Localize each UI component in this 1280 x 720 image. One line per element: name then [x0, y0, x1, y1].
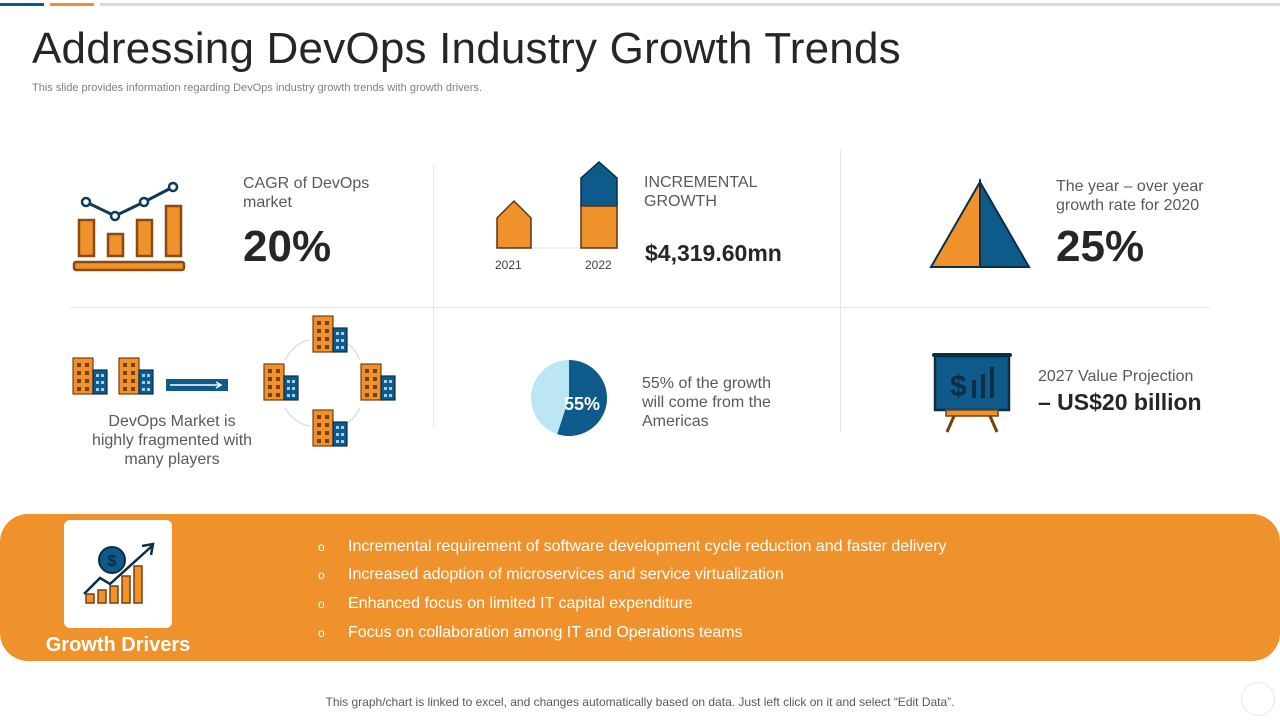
americas-pie-chart: 55%: [531, 360, 608, 436]
yoy-label: The year – over year growth rate for 202…: [1056, 178, 1204, 214]
arrow-bars-icon: [496, 160, 620, 249]
cagr-label: CAGR of DevOps market: [243, 175, 370, 211]
divider: [70, 307, 1210, 308]
corner-circle: [1241, 682, 1275, 716]
driver-text: Focus on collaboration among IT and Oper…: [348, 624, 743, 641]
growth-drivers-icon-card: $: [64, 520, 172, 628]
bullet-marker: o: [318, 626, 325, 640]
projection-value: – US$20 billion: [1038, 389, 1202, 415]
accent-bar-blue: [0, 3, 44, 6]
svg-text:$: $: [108, 553, 117, 570]
growth-drivers-title: Growth Drivers: [45, 634, 191, 656]
dollar-growth-chart-icon: $: [83, 542, 155, 604]
footer-note: This graph/chart is linked to excel, and…: [325, 695, 955, 709]
americas-label: 55% of the growth will come from the Ame…: [642, 375, 771, 430]
driver-item: o Focus on collaboration among IT and Ope…: [318, 624, 743, 642]
projection-label: 2027 Value Projection: [1038, 368, 1194, 385]
page-title: Addressing DevOps Industry Growth Trends: [32, 24, 901, 73]
divider: [433, 165, 434, 427]
driver-text: Increased adoption of microservices and …: [348, 566, 784, 583]
bullet-marker: o: [318, 568, 325, 582]
growth-drivers-panel: [0, 514, 1280, 661]
driver-item: o Enhanced focus on limited IT capital ex…: [318, 595, 693, 613]
pyramid-icon: [929, 178, 1031, 268]
year-label: 2022: [585, 258, 612, 272]
presentation-board-icon: $: [932, 353, 1012, 433]
page-subtitle: This slide provides information regardin…: [32, 82, 482, 94]
driver-item: o Incremental requirement of software dev…: [318, 538, 947, 556]
bar-line-chart-icon: [72, 181, 186, 272]
bullet-marker: o: [318, 597, 325, 611]
year-label: 2021: [495, 258, 522, 272]
incremental-label: INCREMENTAL GROWTH: [644, 174, 757, 210]
divider: [840, 150, 841, 432]
accent-bar-orange: [50, 3, 94, 6]
driver-text: Enhanced focus on limited IT capital exp…: [348, 595, 693, 612]
pie-percent-label: 55%: [564, 394, 600, 414]
incremental-value: $4,319.60mn: [645, 240, 782, 266]
cagr-value: 20%: [243, 222, 332, 271]
pie-slice-americas: [557, 360, 608, 436]
bullet-marker: o: [318, 540, 325, 554]
svg-text:$: $: [950, 370, 967, 403]
yoy-value: 25%: [1056, 222, 1145, 271]
driver-item: o Increased adoption of microservices and…: [318, 566, 784, 584]
fragmented-label: DevOps Market is highly fragmented with …: [91, 413, 253, 468]
buildings-network-icon: [72, 315, 396, 447]
accent-bar-gray: [100, 3, 1280, 6]
driver-text: Incremental requirement of software deve…: [348, 538, 947, 555]
